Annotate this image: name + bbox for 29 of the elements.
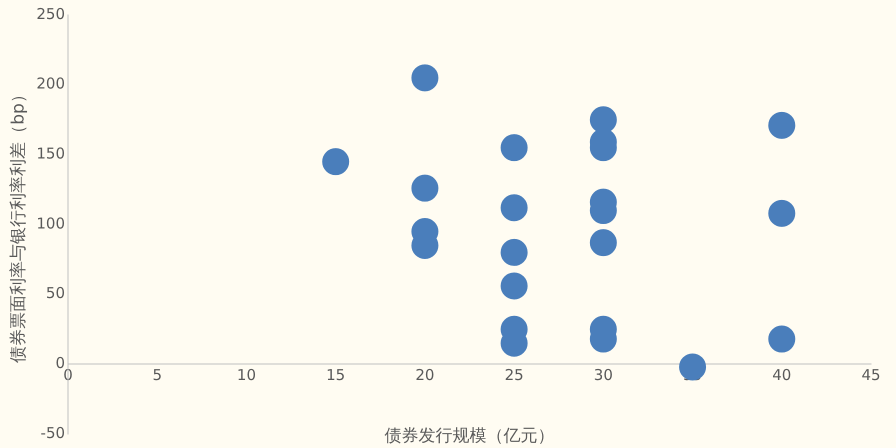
point: [500, 194, 528, 222]
x-tick-label: 25: [504, 366, 524, 384]
y-tick-label: 100: [36, 214, 66, 232]
y-tick-label: 200: [36, 74, 66, 93]
point: [590, 229, 617, 256]
point: [411, 174, 438, 202]
x-tick-label: 10: [236, 366, 256, 384]
point: [322, 148, 350, 176]
x-tick-label: 30: [594, 366, 613, 384]
y-axis-title: 债券票面利率与银行利率利差（bp）: [8, 86, 29, 363]
point: [679, 353, 706, 380]
x-tick-label: 15: [326, 366, 346, 384]
point: [768, 200, 796, 227]
y-tick-label: 150: [36, 144, 66, 163]
x-tick-label: 40: [772, 366, 792, 384]
y-tick-label: -50: [40, 424, 66, 442]
x-tick-label: 45: [861, 366, 881, 384]
point: [500, 134, 528, 162]
point: [500, 272, 528, 300]
x-tick-label: 5: [152, 366, 162, 384]
y-tick-label: 250: [36, 4, 66, 23]
point: [500, 238, 528, 266]
y-tick-label: 50: [46, 284, 66, 302]
point: [768, 112, 796, 139]
x-axis-title: 债券发行规模（亿元）: [384, 426, 555, 446]
y-tick-label: 0: [55, 354, 66, 372]
point: [411, 64, 438, 92]
x-tick-label: 20: [415, 366, 434, 384]
point: [768, 326, 796, 353]
